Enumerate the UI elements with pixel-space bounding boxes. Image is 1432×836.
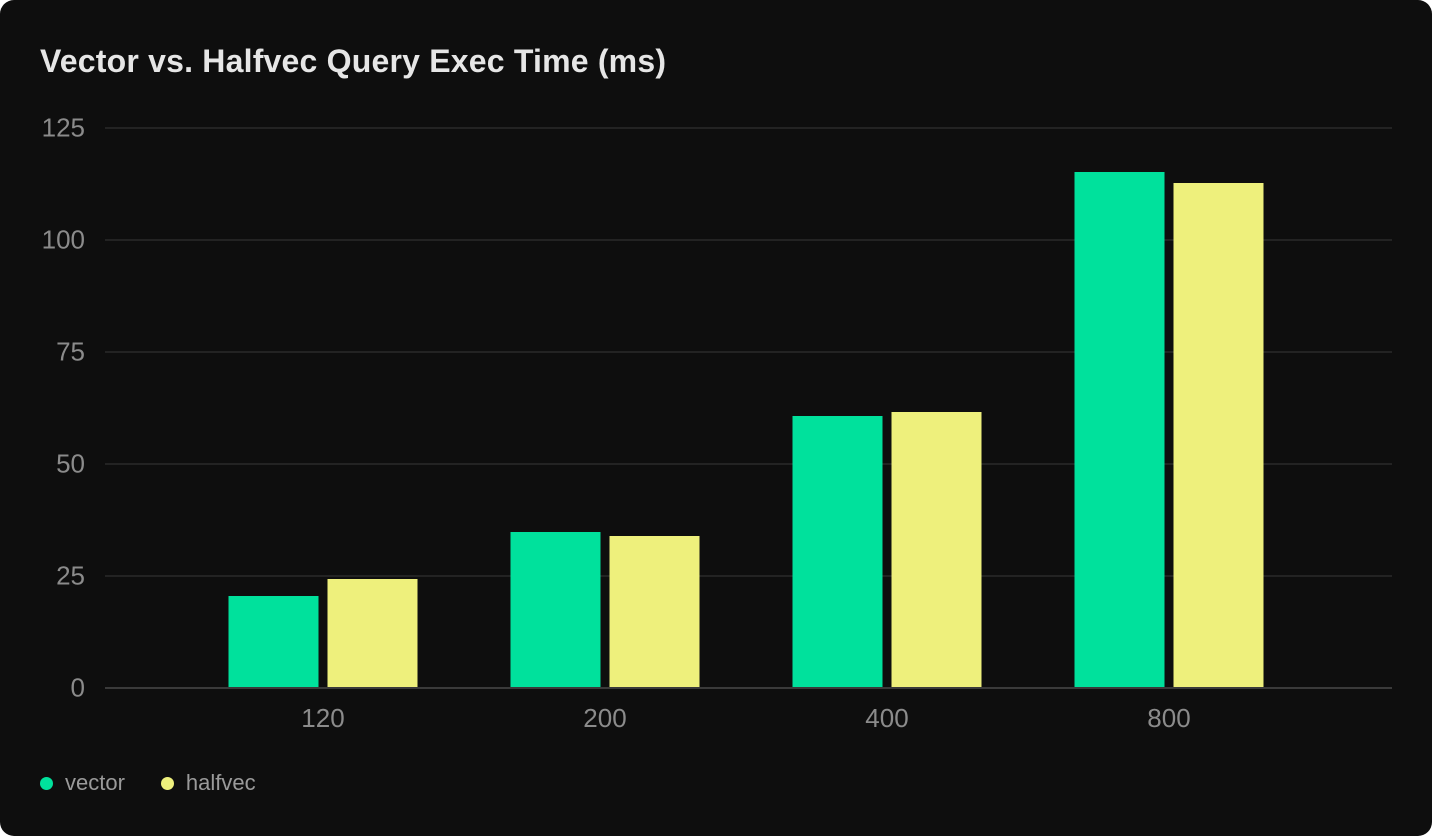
vector-legend-dot-icon [40, 776, 53, 790]
bar-group-120 [228, 579, 418, 687]
x-tick-label-400: 400 [865, 703, 909, 733]
gridline-y-50 [105, 463, 1392, 465]
legend-label-halfvec: halfvec [185, 770, 256, 795]
gridline-y-100 [105, 239, 1392, 241]
gridline-y-125 [105, 127, 1392, 129]
x-tick-label-800: 800 [1147, 703, 1191, 733]
chart-title: Vector vs. Halfvec Query Exec Time (ms) [40, 43, 667, 79]
gridline-y-25 [105, 575, 1392, 577]
legend-item-halfvec[interactable]: halfvec [160, 770, 256, 796]
bar-halfvec-800[interactable] [1173, 183, 1264, 687]
bar-group-400 [792, 411, 982, 687]
gridline-y-75 [105, 351, 1392, 353]
bar-halfvec-400[interactable] [891, 411, 982, 687]
gridline-y-0 [105, 687, 1392, 689]
bar-halfvec-200[interactable] [609, 536, 700, 687]
bar-vector-200[interactable] [510, 532, 601, 687]
halfvec-legend-dot-icon [160, 776, 174, 790]
bar-group-200 [510, 532, 700, 687]
bar-halfvec-120[interactable] [327, 579, 418, 687]
bar-vector-400[interactable] [792, 415, 883, 687]
y-tick-label-125: 125 [41, 112, 85, 143]
y-tick-label-75: 75 [56, 336, 85, 367]
bar-vector-800[interactable] [1074, 172, 1165, 687]
y-tick-label-50: 50 [56, 448, 85, 479]
bar-group-800 [1074, 172, 1264, 687]
y-tick-label-25: 25 [56, 560, 85, 591]
x-tick-label-200: 200 [583, 703, 627, 733]
x-tick-label-120: 120 [301, 703, 345, 733]
y-tick-label-100: 100 [41, 224, 85, 255]
bar-vector-120[interactable] [228, 596, 319, 687]
legend-item-vector[interactable]: vector [40, 770, 125, 796]
y-tick-label-0: 0 [70, 672, 85, 703]
plot-area [105, 127, 1392, 689]
legend: vector halfvec [40, 770, 256, 796]
legend-label-vector: vector [65, 770, 125, 795]
